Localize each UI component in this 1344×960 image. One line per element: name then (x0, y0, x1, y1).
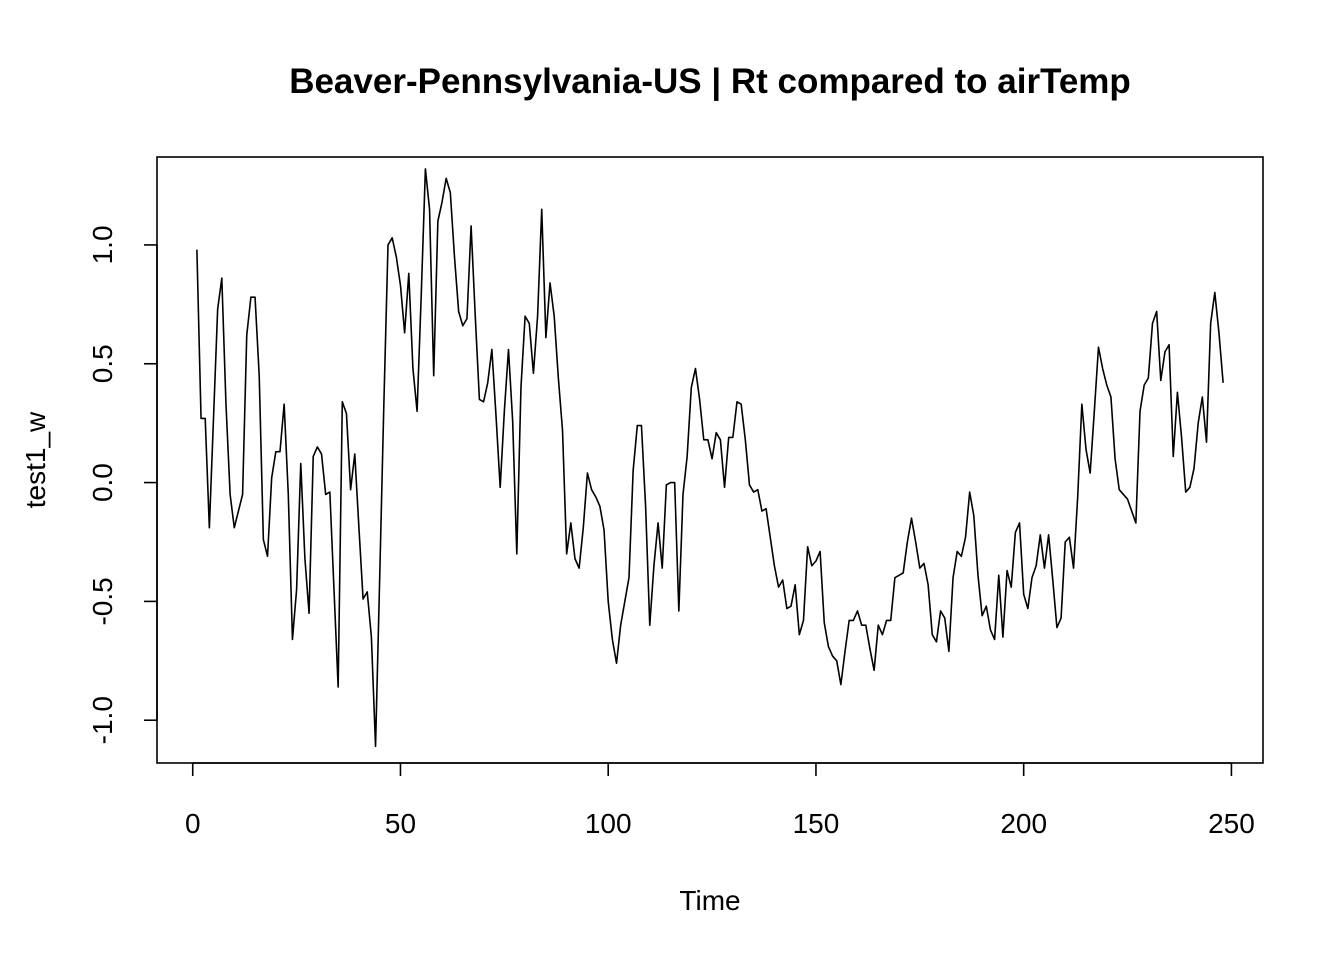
y-axis-label: test1_w (20, 411, 51, 508)
y-tick-label: 0.5 (87, 344, 118, 383)
chart-title: Beaver-Pennsylvania-US | Rt compared to … (289, 62, 1131, 101)
x-tick-label: 50 (385, 808, 416, 839)
x-axis: 0 50 100 150 200 250 (185, 762, 1255, 839)
y-tick-label: -1.0 (87, 696, 118, 744)
y-tick-label: 0.0 (87, 463, 118, 502)
x-tick-label: 100 (585, 808, 632, 839)
x-tick-label: 200 (1000, 808, 1047, 839)
x-axis-label: Time (679, 885, 740, 916)
x-tick-label: 0 (185, 808, 201, 839)
y-tick-label: -0.5 (87, 577, 118, 625)
series-line (196, 168, 1224, 748)
x-tick-label: 250 (1208, 808, 1255, 839)
y-axis: -1.0 -0.5 0.0 0.5 1.0 (87, 225, 158, 744)
x-tick-label: 150 (793, 808, 840, 839)
y-tick-label: 1.0 (87, 225, 118, 264)
